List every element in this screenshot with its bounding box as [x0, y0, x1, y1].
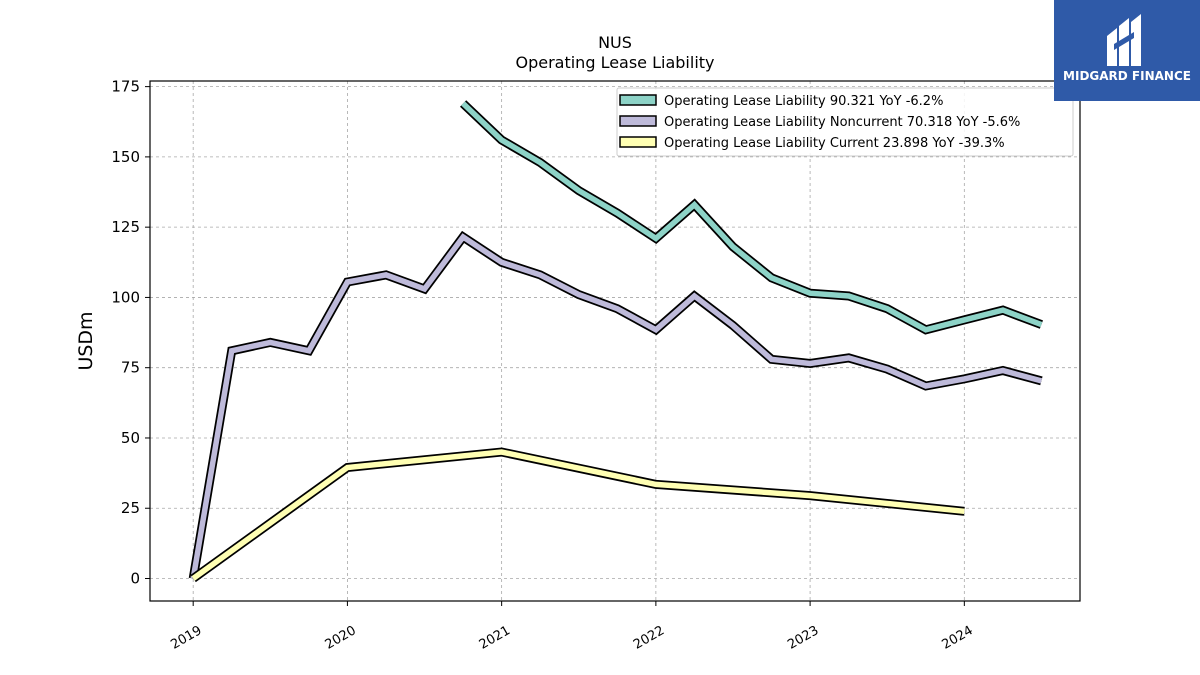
y-tick-label: 75: [121, 359, 140, 377]
legend-swatch: [619, 115, 657, 127]
chart-title: NUS: [598, 33, 632, 52]
series-2: [188, 230, 1043, 580]
y-tick-label: 125: [111, 218, 140, 236]
y-tick-label: 150: [111, 148, 140, 166]
legend-entry: Operating Lease Liability Current 23.898…: [664, 136, 1005, 151]
brand-name: MIDGARD FINANCE: [1063, 69, 1191, 83]
series-3: [190, 447, 965, 583]
x-tick-label: 2023: [785, 623, 821, 653]
series-line: [190, 233, 1043, 579]
legend-box: [616, 87, 1074, 157]
legend-swatch: [619, 136, 657, 148]
grid: [150, 81, 1080, 601]
brand-logo: MIDGARD FINANCE: [1054, 0, 1200, 101]
y-tick-label: 100: [111, 288, 140, 306]
y-tick-label: 175: [111, 78, 140, 96]
legend-entry: Operating Lease Liability 90.321 YoY -6.…: [664, 94, 943, 109]
legend-entry: Operating Lease Liability Noncurrent 70.…: [664, 115, 1020, 130]
x-tick-label: 2022: [631, 623, 667, 653]
series-1: [460, 100, 1043, 335]
x-tick-label: 2021: [477, 623, 513, 653]
series-line: [191, 449, 965, 581]
legend: Operating Lease Liability 90.321 YoY -6.…: [616, 87, 1074, 157]
plot-frame: [149, 80, 1081, 602]
series-layer: [188, 100, 1043, 583]
x-tick-label: 2019: [168, 623, 204, 653]
legend-swatch: [619, 94, 657, 106]
x-tick-label: 2020: [323, 623, 359, 653]
y-tick-label: 50: [121, 429, 140, 447]
x-tick-label: 2024: [939, 623, 975, 653]
y-tick-label: 0: [130, 570, 140, 588]
x-axis-ticks: 2019 2020 2021 2022 2023 2024: [168, 601, 976, 653]
y-tick-label: 25: [121, 499, 140, 517]
series-line: [461, 101, 1043, 333]
y-axis-label: USDm: [75, 311, 97, 370]
y-axis-ticks: 0 25 50 75 100 125 150 175: [111, 78, 150, 588]
midgard-logo-icon: [1107, 14, 1141, 66]
series-line-outline: [188, 230, 1043, 580]
chart-subtitle: Operating Lease Liability: [515, 53, 714, 72]
